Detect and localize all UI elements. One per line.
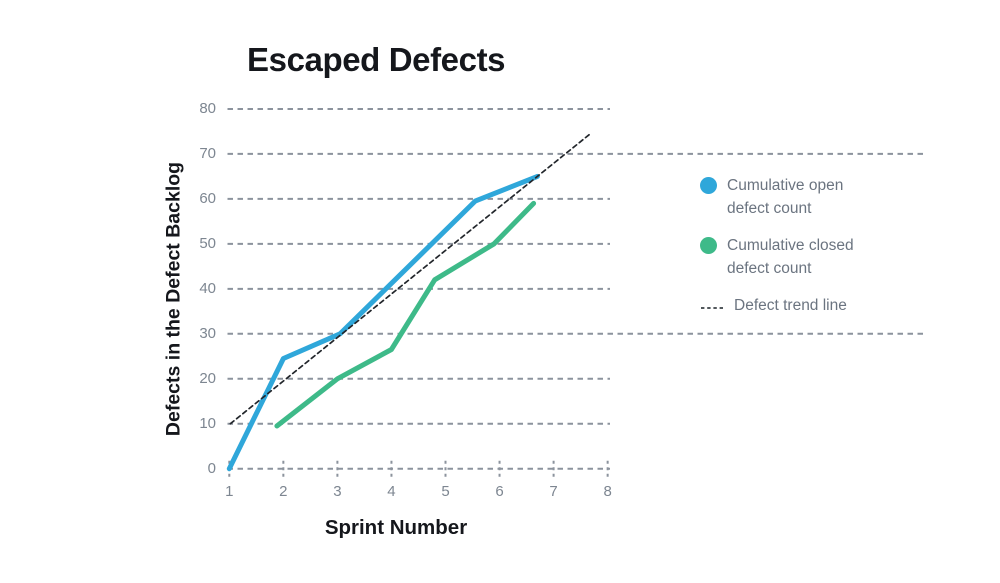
x-tick-label-3: 3	[333, 483, 342, 500]
legend: Cumulative open defect count Cumulative …	[700, 174, 900, 331]
legend-label-trend-line: Defect trend line	[734, 297, 847, 314]
y-tick-label-20: 20	[199, 369, 216, 387]
y-tick-label-0: 0	[207, 459, 216, 477]
x-tick-label-6: 6	[495, 483, 504, 500]
x-tick-label-2: 2	[279, 483, 288, 500]
series-line-cumulative-closed-defect-count	[274, 200, 537, 429]
legend-label-open-defects: Cumulative open defect count	[727, 177, 844, 217]
x-tick-label-5: 5	[441, 483, 450, 500]
x-tick-label-8: 8	[603, 483, 612, 500]
x-axis-title: Sprint Number	[324, 516, 468, 539]
y-tick-label-60: 60	[199, 189, 216, 207]
y-tick-label-30: 30	[199, 324, 216, 342]
x-tick-label-7: 7	[549, 483, 558, 500]
y-tick-label-70: 70	[199, 144, 216, 162]
y-tick-label-10: 10	[199, 414, 216, 432]
legend-item-open-defects: Cumulative open defect count	[700, 174, 900, 220]
closed-defects-dot-icon	[700, 237, 717, 254]
x-tick-label-1: 1	[225, 483, 234, 500]
y-tick-label-40: 40	[199, 279, 216, 297]
open-defects-dot-icon	[700, 177, 717, 194]
legend-item-trend-line: Defect trend line	[700, 294, 900, 317]
legend-label-closed-defects: Cumulative closed defect count	[727, 237, 854, 277]
y-tick-label-50: 50	[199, 234, 216, 252]
dashed-line-icon	[701, 307, 723, 309]
y-tick-label-80: 80	[199, 99, 216, 117]
x-tick-label-4: 4	[387, 483, 396, 500]
legend-item-closed-defects: Cumulative closed defect count	[700, 234, 900, 280]
chart-title: Escaped Defects	[247, 41, 506, 78]
series-line-defect-trend-line	[229, 132, 592, 425]
